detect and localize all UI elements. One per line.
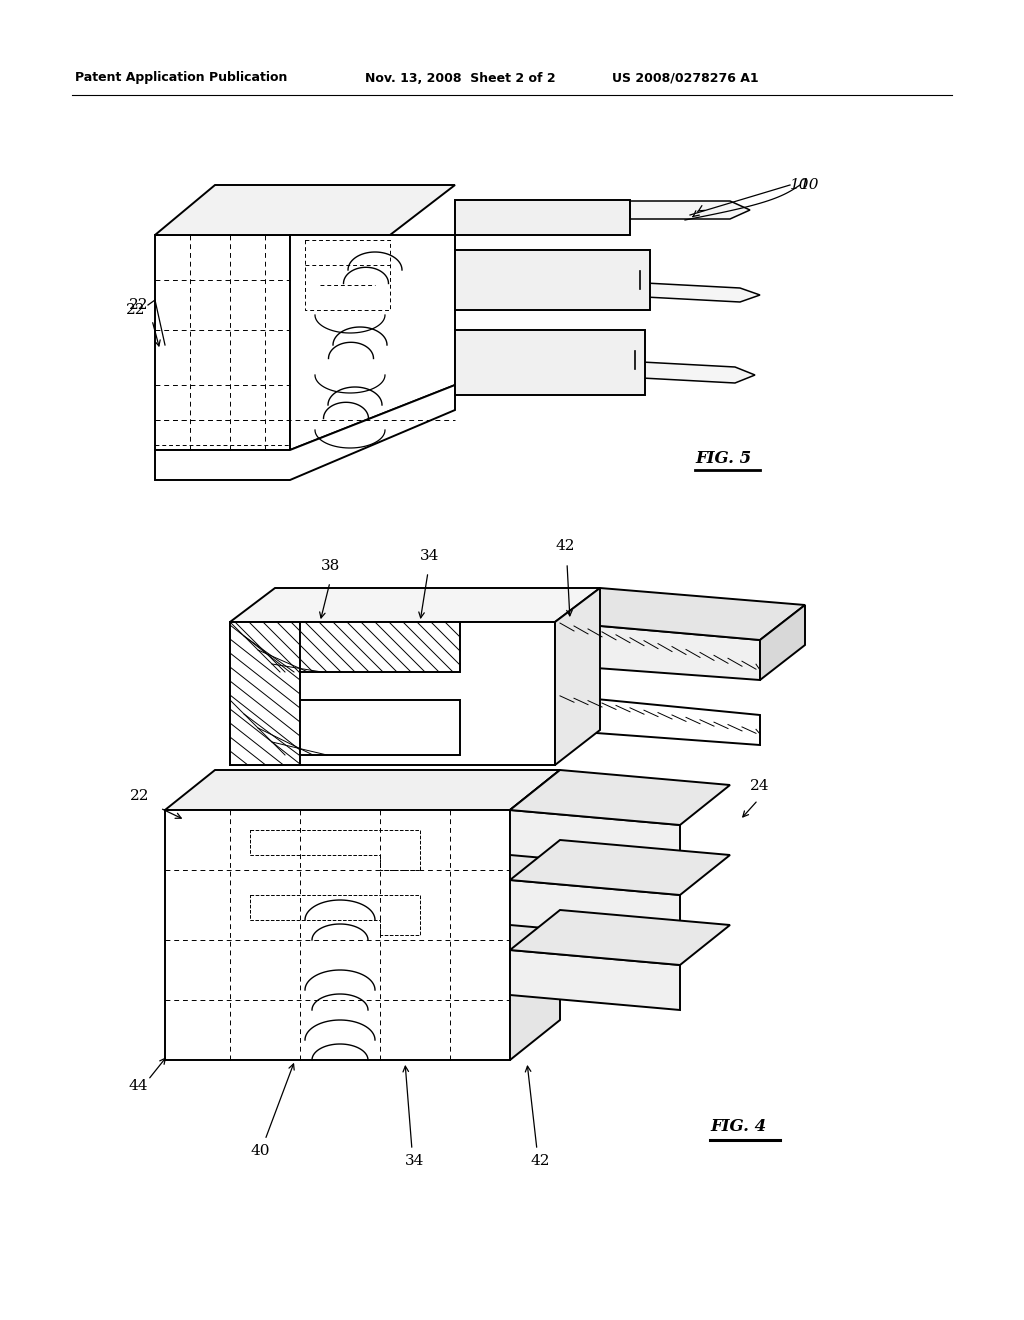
Polygon shape: [230, 622, 555, 766]
Polygon shape: [455, 249, 650, 310]
Text: 24: 24: [751, 779, 770, 793]
Polygon shape: [230, 622, 460, 672]
Polygon shape: [230, 622, 300, 766]
Polygon shape: [555, 587, 805, 640]
Text: 34: 34: [406, 1154, 425, 1168]
Polygon shape: [455, 273, 760, 302]
Polygon shape: [510, 840, 730, 895]
Polygon shape: [455, 201, 630, 235]
Text: 10: 10: [790, 178, 810, 191]
Polygon shape: [555, 622, 760, 680]
Polygon shape: [455, 330, 645, 395]
Polygon shape: [510, 909, 730, 965]
Text: 22: 22: [130, 789, 150, 803]
Polygon shape: [510, 880, 680, 940]
Polygon shape: [510, 950, 680, 1010]
Polygon shape: [155, 385, 455, 480]
Text: 10: 10: [800, 178, 819, 191]
Polygon shape: [555, 587, 600, 766]
Polygon shape: [165, 770, 560, 810]
Polygon shape: [230, 587, 600, 622]
Text: FIG. 5: FIG. 5: [695, 450, 752, 467]
Text: US 2008/0278276 A1: US 2008/0278276 A1: [612, 71, 759, 84]
Polygon shape: [555, 696, 760, 744]
Text: 38: 38: [321, 558, 340, 573]
Text: 42: 42: [555, 539, 574, 553]
Text: Nov. 13, 2008  Sheet 2 of 2: Nov. 13, 2008 Sheet 2 of 2: [365, 71, 556, 84]
Polygon shape: [230, 700, 460, 755]
Text: 40: 40: [250, 1144, 269, 1158]
Polygon shape: [165, 810, 510, 1060]
Text: 22: 22: [126, 304, 145, 317]
Text: 42: 42: [530, 1154, 550, 1168]
Text: 44: 44: [128, 1078, 147, 1093]
Polygon shape: [155, 185, 455, 235]
Polygon shape: [455, 201, 750, 219]
Text: Patent Application Publication: Patent Application Publication: [75, 71, 288, 84]
Polygon shape: [760, 605, 805, 680]
Polygon shape: [510, 810, 680, 870]
Text: 34: 34: [420, 549, 439, 564]
Polygon shape: [155, 235, 290, 450]
Polygon shape: [510, 770, 730, 825]
Polygon shape: [510, 770, 560, 1060]
Text: FIG. 4: FIG. 4: [710, 1118, 766, 1135]
Polygon shape: [455, 352, 755, 383]
Text: 22: 22: [128, 298, 148, 312]
Polygon shape: [290, 235, 455, 450]
